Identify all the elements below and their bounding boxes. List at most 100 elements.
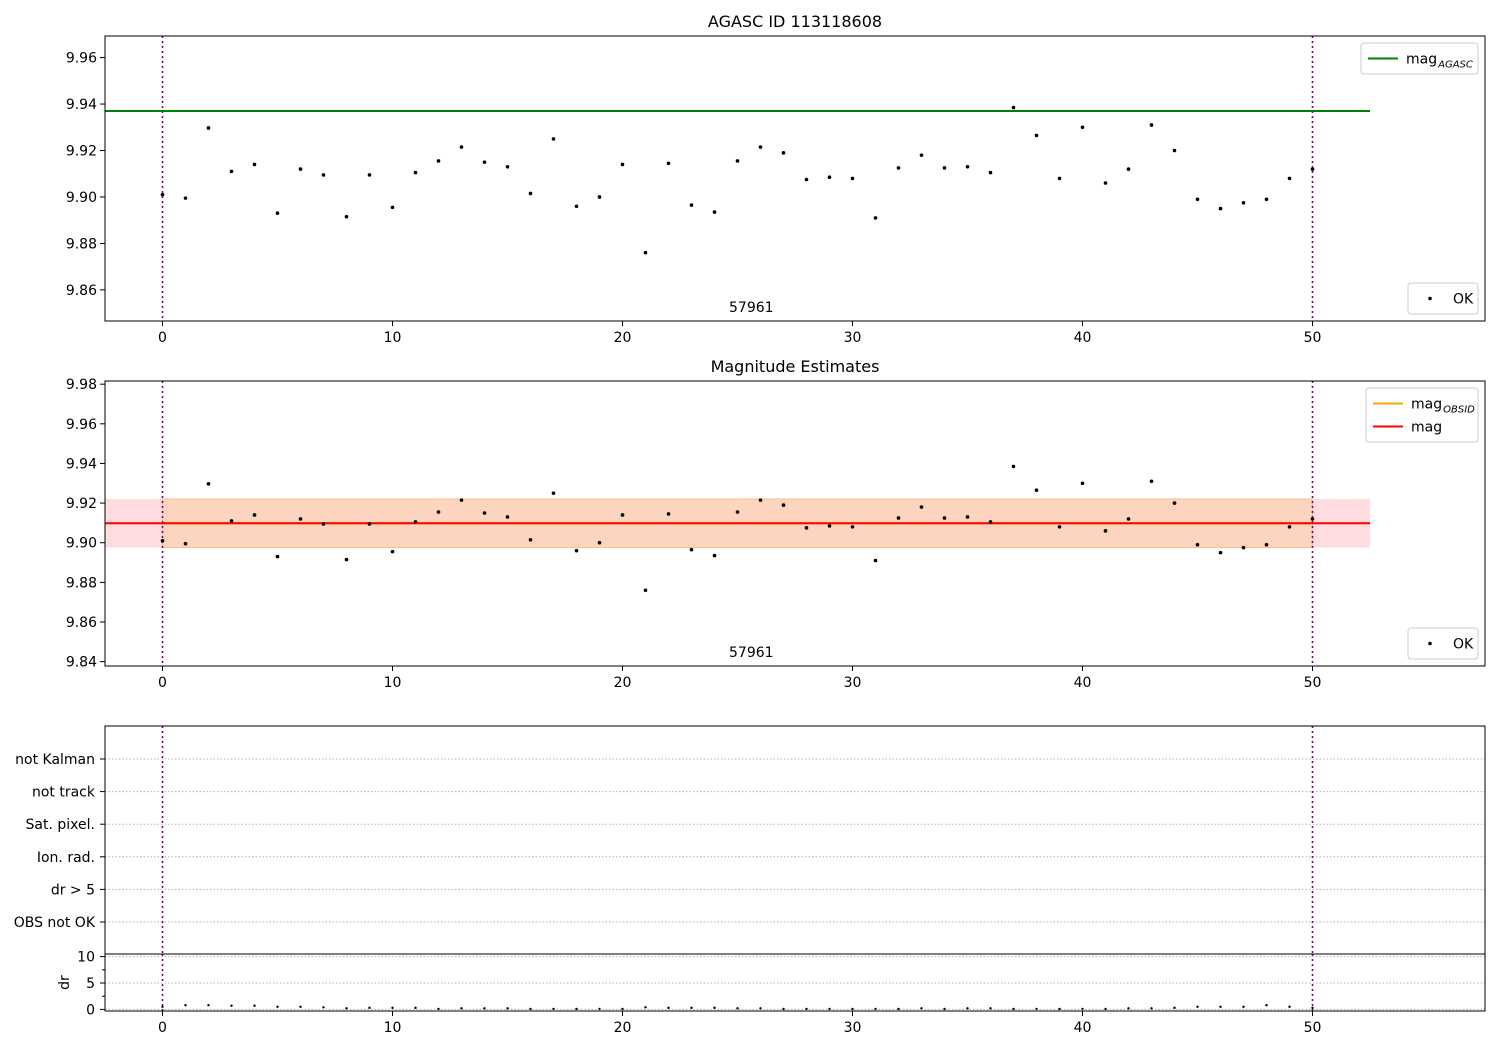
data-point bbox=[1149, 479, 1154, 484]
data-point bbox=[574, 204, 579, 209]
chart-title: Magnitude Estimates bbox=[711, 357, 880, 376]
data-point bbox=[391, 1006, 394, 1010]
data-point bbox=[160, 192, 165, 197]
data-point bbox=[1080, 125, 1085, 130]
data-point bbox=[1264, 197, 1269, 202]
legend-box bbox=[1407, 282, 1479, 315]
data-point bbox=[390, 205, 395, 210]
data-point bbox=[321, 173, 326, 177]
data-point bbox=[1126, 167, 1131, 171]
data-point bbox=[667, 1006, 670, 1010]
data-point bbox=[758, 498, 763, 502]
data-point bbox=[368, 1006, 371, 1010]
data-point bbox=[437, 1007, 440, 1011]
data-point bbox=[229, 519, 234, 523]
data-point bbox=[529, 1007, 532, 1011]
y-tick-label: 9.84 bbox=[66, 655, 97, 671]
data-point bbox=[735, 510, 740, 514]
data-point bbox=[322, 1006, 325, 1009]
axes-frame bbox=[104, 725, 1486, 955]
data-point bbox=[253, 1004, 256, 1007]
data-point bbox=[321, 522, 326, 526]
data-point bbox=[413, 520, 418, 524]
legend-label-subscript: AGASC bbox=[1437, 60, 1473, 71]
series-OK bbox=[160, 464, 1315, 593]
y-tick-label: 9.90 bbox=[66, 190, 97, 206]
y-tick-label: 9.88 bbox=[66, 236, 97, 252]
data-point bbox=[873, 558, 878, 563]
y-tick-label: 0 bbox=[86, 1002, 95, 1018]
y-tick-label: 9.94 bbox=[66, 456, 97, 472]
data-point bbox=[528, 537, 533, 542]
data-point bbox=[620, 162, 625, 167]
data-point bbox=[1034, 488, 1039, 493]
data-point bbox=[367, 522, 372, 526]
data-point bbox=[942, 516, 947, 520]
data-point bbox=[367, 173, 372, 177]
data-point bbox=[805, 1007, 808, 1011]
data-point bbox=[850, 525, 855, 529]
obsid-annotation: 57961 bbox=[729, 645, 774, 661]
data-point bbox=[1104, 1007, 1107, 1011]
x-axis-ticks: 0 10 20 30 40 50 bbox=[158, 666, 1321, 691]
data-point bbox=[643, 250, 648, 255]
data-point bbox=[1219, 1005, 1222, 1008]
data-point bbox=[1287, 176, 1292, 181]
data-point bbox=[160, 538, 165, 543]
data-point bbox=[299, 1005, 302, 1008]
data-point bbox=[897, 1007, 900, 1011]
data-point bbox=[644, 1006, 647, 1009]
y-tick-label: 9.96 bbox=[66, 417, 97, 433]
data-point bbox=[1011, 105, 1016, 110]
x-tick-label: 10 bbox=[384, 330, 402, 346]
data-point bbox=[551, 491, 556, 495]
data-point bbox=[643, 588, 648, 593]
data-point bbox=[1080, 481, 1085, 486]
data-point bbox=[919, 505, 924, 509]
data-point bbox=[206, 482, 211, 486]
data-point bbox=[229, 169, 234, 174]
data-point bbox=[1081, 1007, 1084, 1011]
data-point bbox=[230, 1004, 233, 1007]
legend: OK bbox=[1407, 282, 1479, 315]
flag-label: dr > 5 bbox=[51, 882, 95, 898]
data-point bbox=[1310, 167, 1315, 171]
flag-label: Sat. pixel. bbox=[26, 817, 95, 833]
y-axis-ticks: 9.86 9.88 9.90 9.92 9.94 9.96 bbox=[66, 51, 105, 299]
data-point bbox=[183, 541, 188, 546]
x-tick-label: 0 bbox=[158, 675, 167, 691]
y-tick-label: 9.96 bbox=[66, 51, 97, 67]
data-point bbox=[896, 516, 901, 520]
data-point bbox=[298, 167, 303, 171]
data-point bbox=[574, 548, 579, 553]
data-point bbox=[965, 164, 970, 169]
data-point bbox=[781, 503, 786, 507]
x-tick-label: 40 bbox=[1074, 675, 1092, 691]
data-point bbox=[920, 1007, 923, 1010]
data-point bbox=[413, 170, 418, 175]
data-point bbox=[1218, 206, 1223, 211]
data-point bbox=[713, 1006, 716, 1010]
legend: mag AGASC bbox=[1360, 42, 1479, 75]
flag-label: not Kalman bbox=[15, 752, 95, 768]
data-point bbox=[275, 211, 280, 216]
data-point bbox=[575, 1007, 578, 1011]
data-point bbox=[942, 166, 947, 170]
data-point bbox=[1264, 542, 1269, 547]
data-point bbox=[598, 1007, 601, 1011]
data-point bbox=[988, 520, 993, 524]
y-tick-label: 9.88 bbox=[66, 575, 97, 591]
data-point bbox=[1172, 148, 1177, 153]
y-tick-label: 9.92 bbox=[66, 496, 97, 512]
data-point bbox=[666, 512, 671, 516]
data-point bbox=[1311, 1006, 1314, 1010]
data-point bbox=[459, 145, 464, 149]
axes-frame bbox=[104, 380, 1486, 667]
data-point bbox=[1172, 501, 1177, 505]
obsid-annotation: 57961 bbox=[729, 300, 774, 316]
data-point bbox=[1034, 133, 1039, 138]
data-point bbox=[896, 166, 901, 170]
data-point bbox=[988, 170, 993, 175]
data-point bbox=[298, 517, 303, 521]
data-point bbox=[1195, 542, 1200, 547]
